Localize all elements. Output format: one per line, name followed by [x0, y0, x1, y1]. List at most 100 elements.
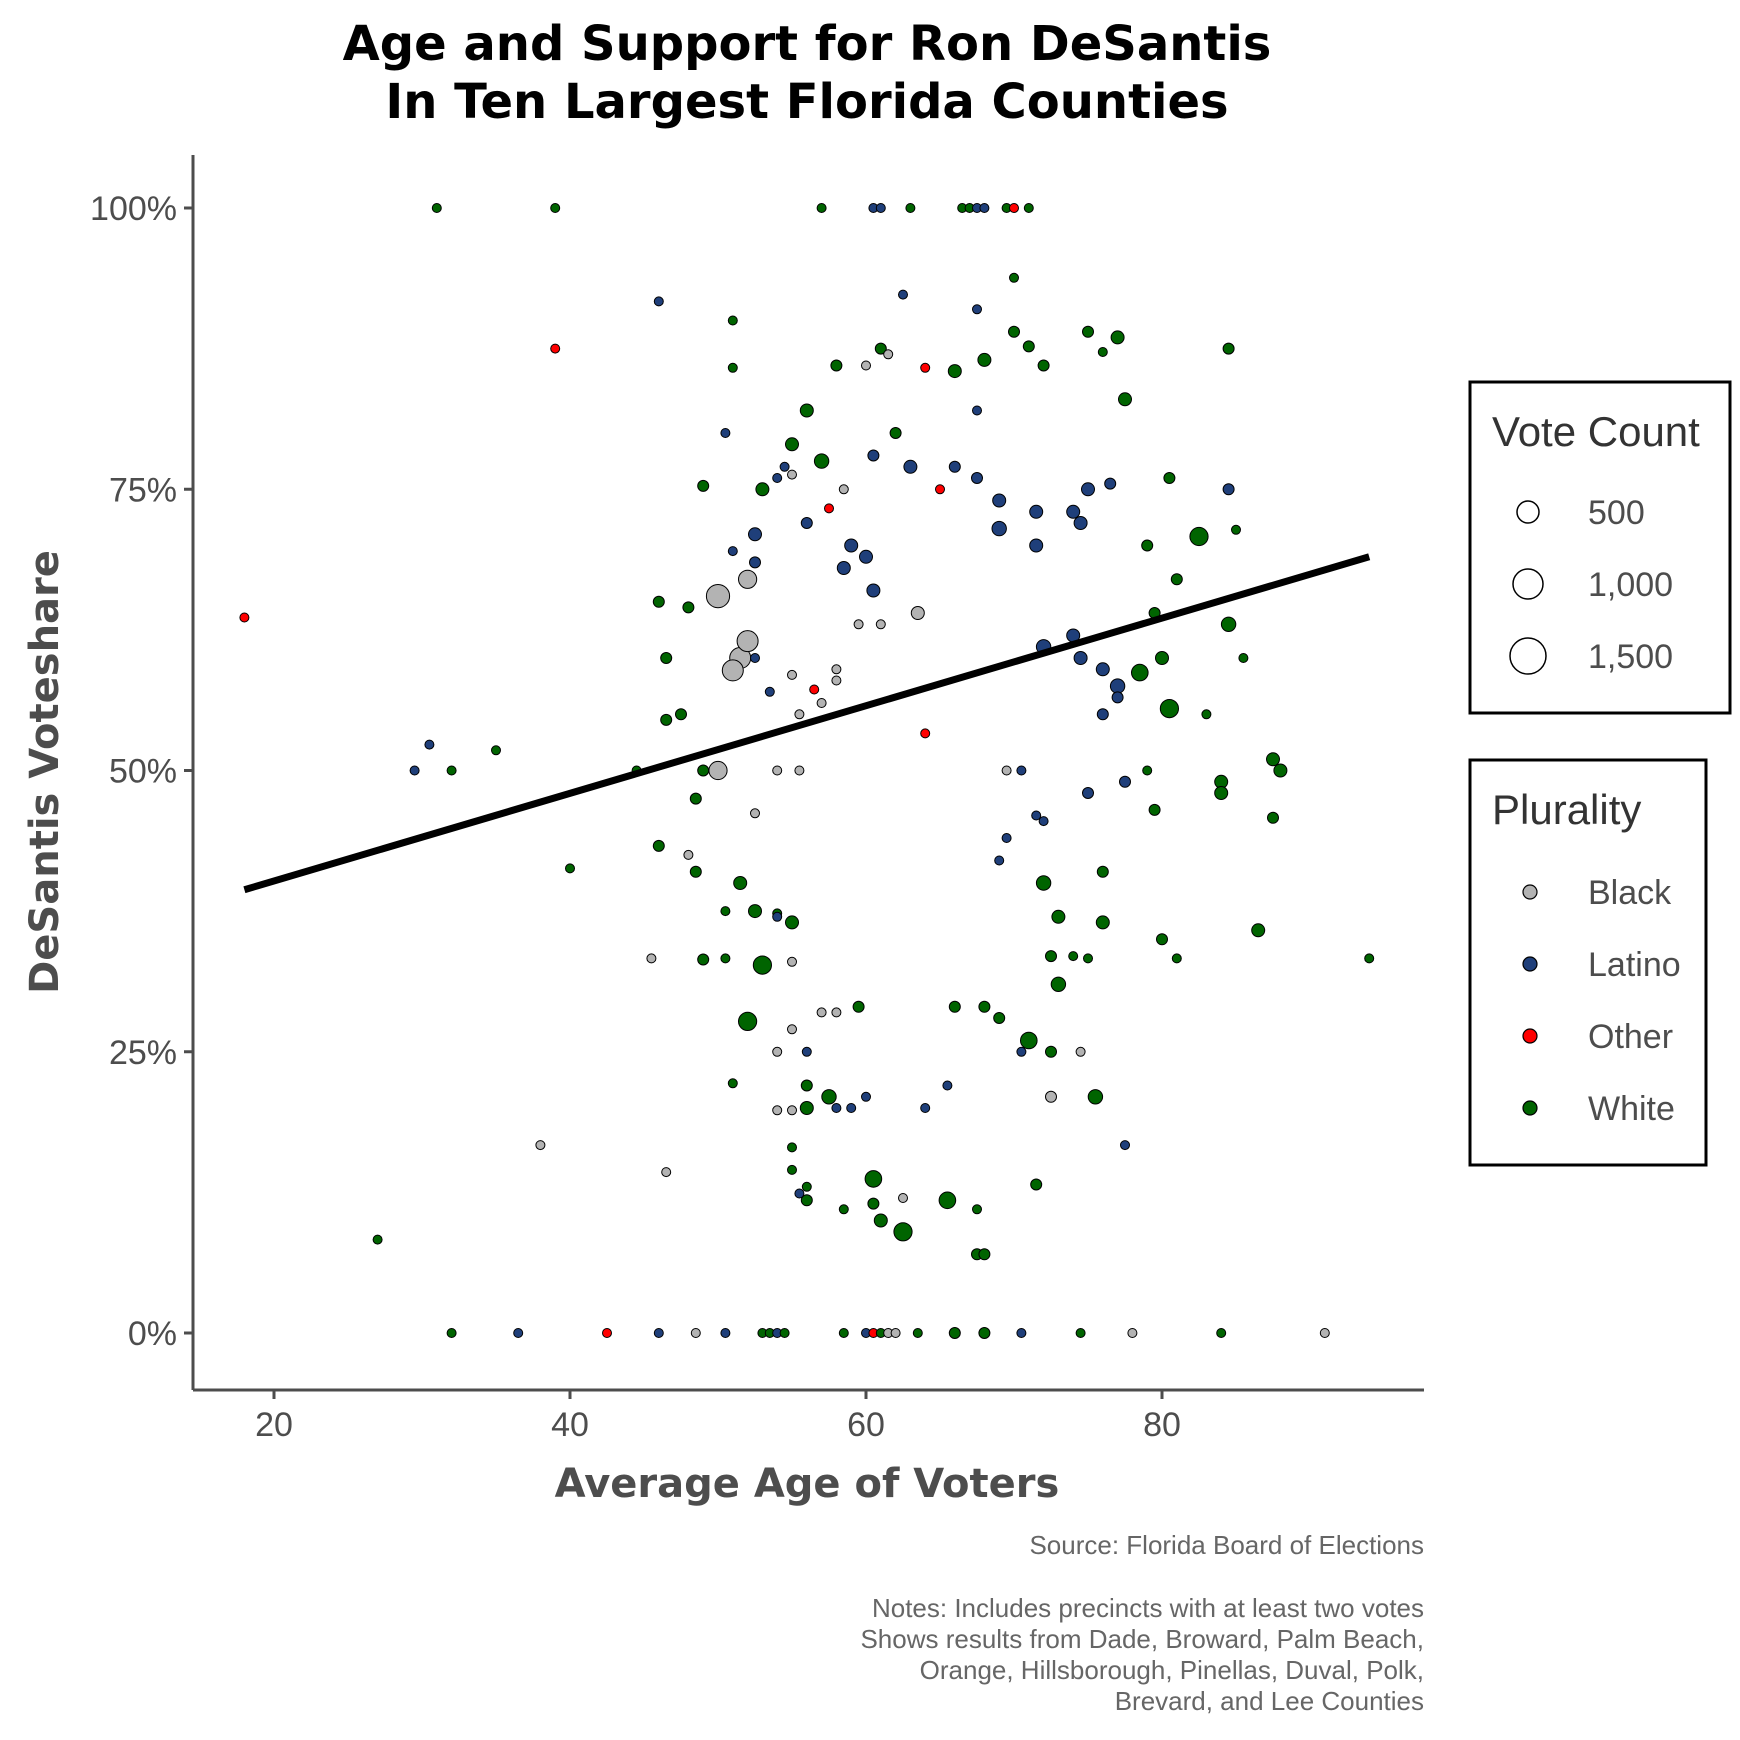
data-point	[852, 1000, 865, 1013]
y-tick-label: 0%	[128, 1315, 177, 1353]
data-point	[920, 362, 931, 373]
data-point	[816, 203, 827, 213]
data-point	[720, 1328, 731, 1338]
data-point	[409, 765, 420, 776]
data-point	[372, 1234, 383, 1245]
data-point	[800, 1194, 813, 1207]
chart-title-line-2: In Ten Largest Florida Counties	[385, 74, 1228, 130]
data-point	[844, 538, 859, 553]
data-point	[821, 1089, 837, 1105]
caption-notes-line-2: Shows results from Dade, Broward, Palm B…	[860, 1624, 1424, 1654]
color-legend-key	[1522, 1100, 1538, 1116]
data-point	[787, 956, 797, 967]
data-point	[1095, 915, 1110, 930]
chart-title-line-1: Age and Support for Ron DeSantis	[343, 16, 1272, 72]
color-legend-label: Other	[1588, 1018, 1673, 1056]
data-point	[1231, 524, 1241, 535]
data-point	[799, 1101, 814, 1115]
data-point	[748, 527, 762, 542]
data-point	[689, 865, 702, 878]
data-point	[1109, 678, 1126, 694]
data-point	[978, 1000, 991, 1013]
data-point	[708, 760, 728, 781]
data-point	[838, 1204, 849, 1215]
color-legend-label: Black	[1588, 874, 1672, 912]
x-axis-title: Average Age of Voters	[555, 1461, 1060, 1507]
data-point	[883, 349, 894, 360]
data-point	[652, 839, 665, 852]
data-point	[898, 1193, 908, 1203]
data-point	[977, 352, 992, 367]
data-point	[831, 1007, 842, 1018]
data-point	[838, 484, 849, 495]
data-point	[785, 915, 799, 930]
size-legend-box	[1468, 380, 1732, 715]
data-point	[905, 203, 916, 213]
x-tick-label: 80	[1143, 1406, 1181, 1444]
data-point	[1319, 1328, 1330, 1338]
data-point	[727, 1078, 738, 1089]
size-legend-label: 1,500	[1588, 638, 1673, 676]
trend-line	[243, 553, 1371, 894]
y-tick-label: 75%	[109, 471, 177, 509]
caption-source: Source: Florida Board of Elections	[1029, 1530, 1424, 1560]
data-point	[972, 1204, 982, 1215]
trend-line-layer	[243, 553, 1371, 894]
data-point	[1222, 483, 1235, 496]
data-point	[866, 583, 881, 598]
data-point	[867, 1197, 880, 1210]
data-point	[697, 764, 710, 777]
size-legend-title: Vote Count	[1492, 408, 1700, 455]
data-point	[772, 911, 783, 922]
data-point	[1083, 953, 1093, 964]
color-legend-box	[1468, 758, 1708, 1167]
x-tick-label: 20	[255, 1406, 293, 1444]
data-point	[1073, 516, 1088, 530]
data-point	[1201, 709, 1212, 720]
data-point	[1029, 504, 1044, 519]
data-point	[787, 1105, 797, 1116]
data-point	[705, 584, 731, 609]
data-point	[846, 1103, 857, 1113]
data-point	[903, 459, 918, 474]
data-point	[1120, 1140, 1130, 1151]
data-point	[1022, 340, 1035, 353]
data-point	[727, 315, 738, 326]
data-point	[1110, 330, 1125, 345]
y-tick-label: 100%	[90, 190, 177, 228]
data-point	[424, 739, 435, 750]
data-point	[836, 561, 851, 575]
data-point	[1096, 865, 1109, 878]
data-point	[912, 1328, 923, 1338]
color-legend-entries: Black Latino Other White	[1522, 874, 1681, 1128]
data-point	[1131, 663, 1149, 682]
data-point	[683, 849, 694, 860]
size-legend-entries: 500 1,000 1,500	[1509, 494, 1673, 676]
data-point	[890, 1328, 901, 1338]
data-point	[1111, 691, 1124, 704]
data-point	[1050, 976, 1067, 992]
x-tick-label: 40	[551, 1406, 589, 1444]
data-point	[720, 428, 731, 438]
data-point	[1035, 875, 1052, 891]
y-axis-ticks: 0% 25% 50% 75% 100%	[90, 190, 193, 1353]
data-point	[535, 1140, 546, 1151]
data-point	[720, 953, 731, 964]
data-point	[853, 619, 864, 630]
size-legend-key	[1512, 568, 1544, 600]
data-point	[948, 1327, 961, 1339]
data-point	[1066, 504, 1081, 519]
data-point	[794, 1188, 805, 1199]
data-point	[1222, 342, 1235, 355]
data-point	[1016, 765, 1027, 776]
data-point	[947, 364, 962, 379]
data-point	[889, 427, 902, 439]
data-point	[938, 1191, 957, 1210]
data-point	[682, 601, 695, 614]
data-point	[733, 876, 748, 890]
data-point	[772, 1046, 783, 1057]
data-point	[910, 606, 925, 620]
data-point	[1009, 203, 1019, 213]
data-point	[787, 1164, 797, 1175]
